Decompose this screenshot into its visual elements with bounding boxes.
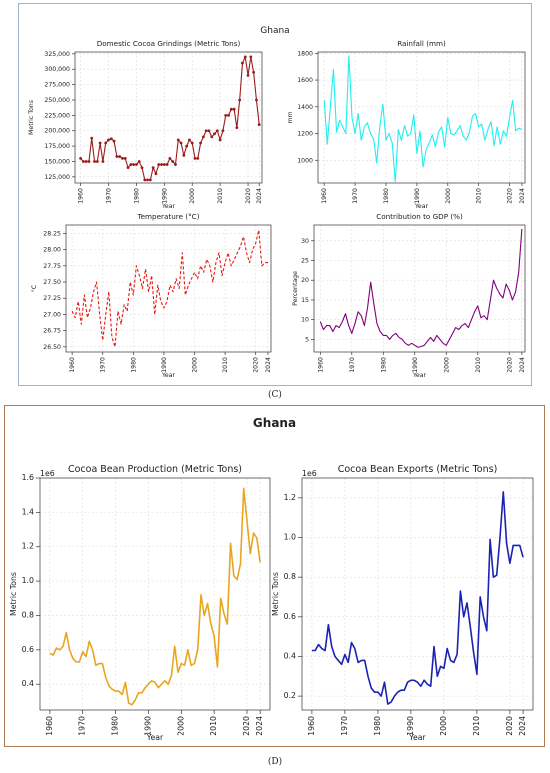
panel-c-title: Ghana — [260, 26, 290, 36]
panel-d-title: Ghana — [252, 416, 297, 430]
panel-c-caption: (C) — [268, 390, 282, 400]
figure-panel-c: Ghana — [18, 3, 532, 386]
figure-panel-d: Ghana — [4, 405, 545, 747]
panel-d-caption: (D) — [267, 757, 283, 767]
